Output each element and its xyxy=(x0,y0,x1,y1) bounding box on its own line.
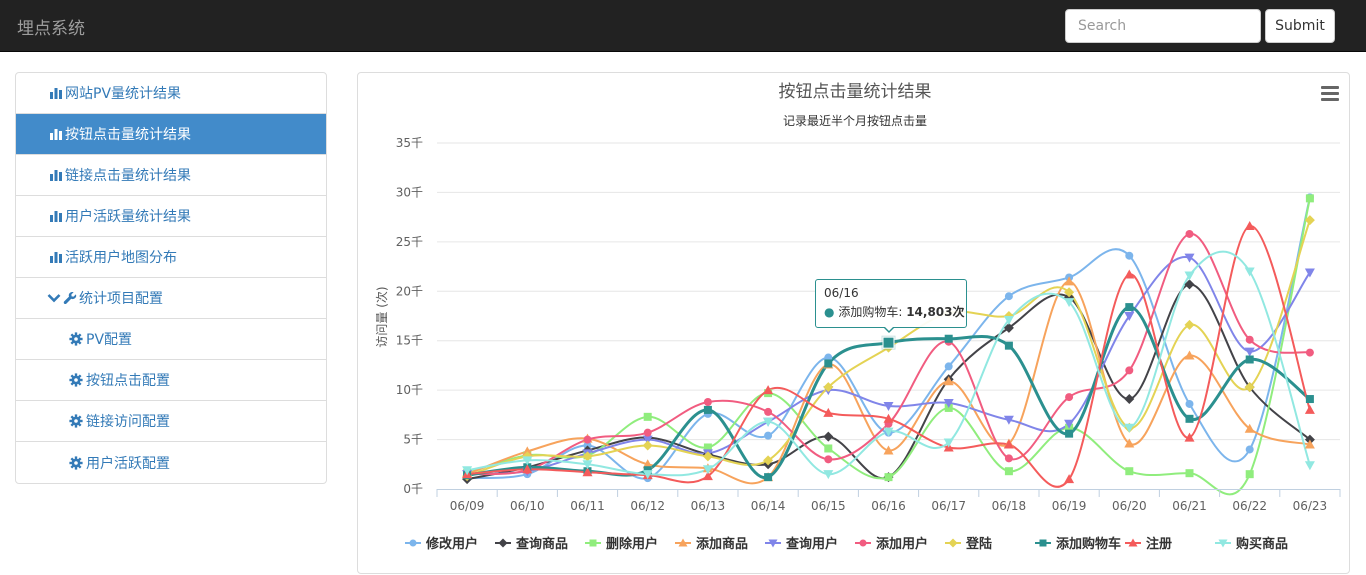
sidebar-item-label: 网站PV量统计结果 xyxy=(65,86,182,102)
chevron-down-icon xyxy=(47,293,61,303)
top-navbar: 埋点系统 Submit xyxy=(0,0,1366,52)
sidebar-item-user-map[interactable]: 活跃用户地图分布 xyxy=(16,237,326,278)
sidebar-item-label: 链接访问配置 xyxy=(86,414,170,430)
gear-icon xyxy=(69,455,83,470)
gear-icon xyxy=(69,332,83,346)
bar-chart-icon xyxy=(49,169,63,181)
gear-icon xyxy=(69,373,83,387)
sidebar-item-label: 链接点击量统计结果 xyxy=(65,168,191,184)
sidebar-item-label: 用户活跃配置 xyxy=(86,455,170,472)
tooltip-series-name: 添加购物车 xyxy=(838,305,899,319)
sidebar-item-button-clicks[interactable]: 按钮点击量统计结果 xyxy=(16,114,326,155)
sidebar-item-label: 活跃用户地图分布 xyxy=(65,250,177,266)
chart-tooltip: 06/16 ● 添加购物车: 14,803次 xyxy=(815,279,967,328)
sidebar-item-pv-config[interactable]: PV配置 xyxy=(16,319,326,360)
sidebar-item-label: 按钮点击配置 xyxy=(86,373,170,389)
brand-title[interactable]: 埋点系统 xyxy=(17,19,85,39)
sidebar-item-project-config[interactable]: 统计项目配置 xyxy=(16,278,326,319)
sidebar-item-active-config[interactable]: 用户活跃配置 xyxy=(16,442,326,483)
tooltip-date: 06/16 xyxy=(824,286,859,300)
bar-chart-icon xyxy=(49,128,63,140)
bar-chart-icon xyxy=(49,251,63,263)
sidebar-item-label: 按钮点击量统计结果 xyxy=(65,127,191,143)
submit-button[interactable]: Submit xyxy=(1265,9,1335,43)
sidebar-item-link-config[interactable]: 链接访问配置 xyxy=(16,401,326,442)
tooltip-arrow-inner xyxy=(884,326,894,331)
tooltip-row: ● 添加购物车: 14,803次 xyxy=(824,305,965,319)
tooltip-series-dot: ● xyxy=(824,305,835,319)
sidebar-item-link-clicks[interactable]: 链接点击量统计结果 xyxy=(16,155,326,196)
bar-chart-icon xyxy=(49,87,63,99)
sidebar-item-pv-stats[interactable]: 网站PV量统计结果 xyxy=(16,73,326,114)
sidebar-item-label: 统计项目配置 xyxy=(79,291,163,307)
search-input[interactable] xyxy=(1065,9,1261,43)
chart-menu-icon[interactable] xyxy=(1321,86,1339,102)
sidebar-item-label: PV配置 xyxy=(86,332,133,348)
bar-chart-icon xyxy=(49,210,63,222)
sidebar: 网站PV量统计结果 按钮点击量统计结果 链接点击量统计结果 用户活跃量统计结果 … xyxy=(15,72,327,484)
sidebar-item-label: 用户活跃量统计结果 xyxy=(65,209,191,225)
gear-icon xyxy=(69,414,83,428)
tooltip-value: 14,803次 xyxy=(906,305,965,319)
wrench-icon xyxy=(63,291,77,305)
sidebar-item-active-users[interactable]: 用户活跃量统计结果 xyxy=(16,196,326,237)
sidebar-item-button-config[interactable]: 按钮点击配置 xyxy=(16,360,326,401)
